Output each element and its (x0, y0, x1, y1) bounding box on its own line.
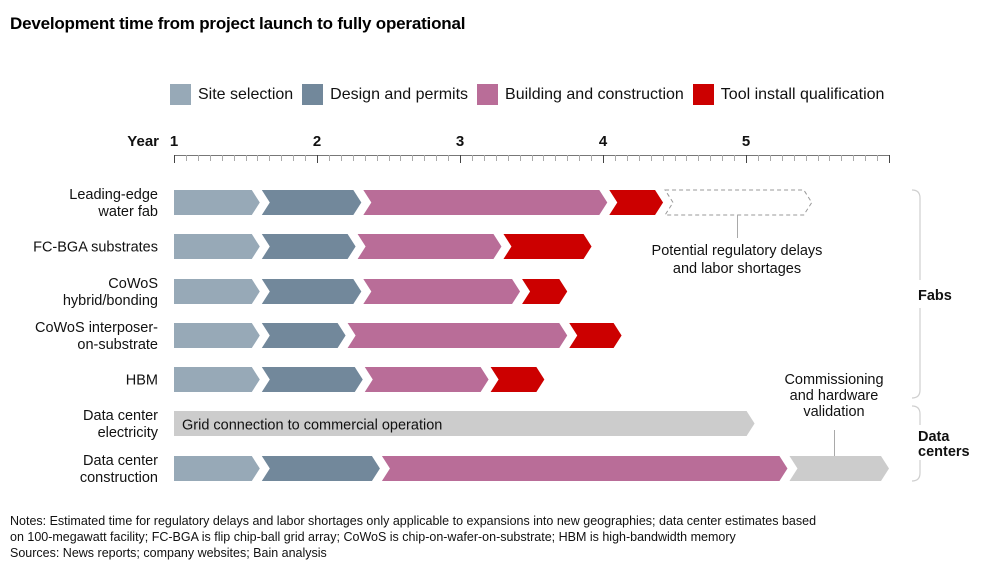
row-label: Leading-edge (69, 187, 158, 203)
segment-tool (522, 279, 568, 304)
segment-design (261, 234, 356, 259)
row-label: FC-BGA substrates (33, 240, 158, 256)
annotation-regulatory-delays: Potential regulatory delays (652, 243, 823, 259)
row-label: CoWoS interposer- (35, 320, 158, 336)
bracket-fabs (911, 189, 921, 399)
annotation-commissioning: validation (803, 404, 864, 420)
x-tick-label: 3 (456, 133, 464, 150)
row-label: HBM (126, 373, 158, 389)
legend-item-building-construction: Building and construction (477, 84, 684, 105)
segment-design (261, 190, 362, 215)
notes-line-1: Notes: Estimated time for regulatory del… (10, 514, 817, 528)
notes: Notes: Estimated time for regulatory del… (10, 513, 980, 561)
notes-line-2: on 100-megawatt facility; FC-BGA is flip… (10, 530, 736, 544)
row-label: Data center (83, 453, 158, 469)
legend-swatch-site-selection (170, 84, 191, 105)
legend-label: Design and permits (330, 85, 469, 103)
segment-site (174, 323, 260, 348)
bracket-data-centers (911, 405, 921, 482)
segment-site (174, 190, 260, 215)
group-label-data-centers: centers (918, 444, 970, 460)
annotation-regulatory-delays: and labor shortages (673, 261, 801, 277)
segment-site (174, 367, 260, 392)
segment-tool (609, 190, 664, 215)
legend-swatch-building-construction (477, 84, 499, 105)
segment-site (174, 279, 260, 304)
segment-building (363, 190, 608, 215)
x-tick-label: 2 (313, 133, 321, 150)
row-label: electricity (98, 425, 159, 441)
legend: Site selection Design and permits Buildi… (170, 84, 893, 105)
legend-item-site-selection: Site selection (170, 84, 293, 105)
row-label: Data center (83, 408, 158, 424)
legend-item-design-permits: Design and permits (302, 84, 468, 105)
group-label-data-centers: Data (918, 429, 950, 445)
segment-building (364, 367, 489, 392)
x-tick-label: 1 (170, 133, 178, 150)
segment-grey (789, 456, 889, 481)
segment-potential-delay (664, 189, 813, 216)
row-label: water fab (97, 204, 158, 220)
group-label-fabs: Fabs (918, 288, 952, 304)
segment-grey (174, 411, 755, 436)
legend-label: Site selection (198, 85, 294, 103)
segment-building (347, 323, 568, 348)
sources-line: Sources: News reports; company websites;… (10, 546, 327, 560)
annotation-commissioning: Commissioning (784, 372, 883, 388)
segment-building (363, 279, 521, 304)
segment-design (261, 279, 362, 304)
segment-design (261, 323, 346, 348)
legend-label: Tool install qualification (720, 85, 885, 103)
annotation-commissioning: and hardware (790, 388, 879, 404)
legend-swatch-tool-install (692, 84, 714, 105)
row-label: on-substrate (77, 337, 158, 353)
chart-title: Development time from project launch to … (10, 14, 466, 33)
segment-tool (490, 367, 545, 392)
segment-tool (503, 234, 592, 259)
legend-item-tool-install: Tool install qualification (692, 84, 885, 105)
row-label: hybrid/bonding (63, 293, 158, 309)
segment-building (357, 234, 502, 259)
x-axis-title: Year (127, 133, 159, 150)
segment-design (261, 367, 363, 392)
segment-tool (569, 323, 622, 348)
segment-site (174, 234, 260, 259)
x-tick-label: 5 (742, 133, 750, 150)
row-label: CoWoS (108, 276, 158, 292)
segment-label: Grid connection to commercial operation (182, 418, 442, 434)
legend-swatch-design-permits (302, 84, 324, 105)
x-tick-label: 4 (599, 133, 608, 150)
row-label: construction (80, 470, 158, 486)
segment-building (381, 456, 788, 481)
segment-design (261, 456, 380, 481)
legend-label: Building and construction (505, 85, 684, 103)
segment-site (174, 456, 260, 481)
